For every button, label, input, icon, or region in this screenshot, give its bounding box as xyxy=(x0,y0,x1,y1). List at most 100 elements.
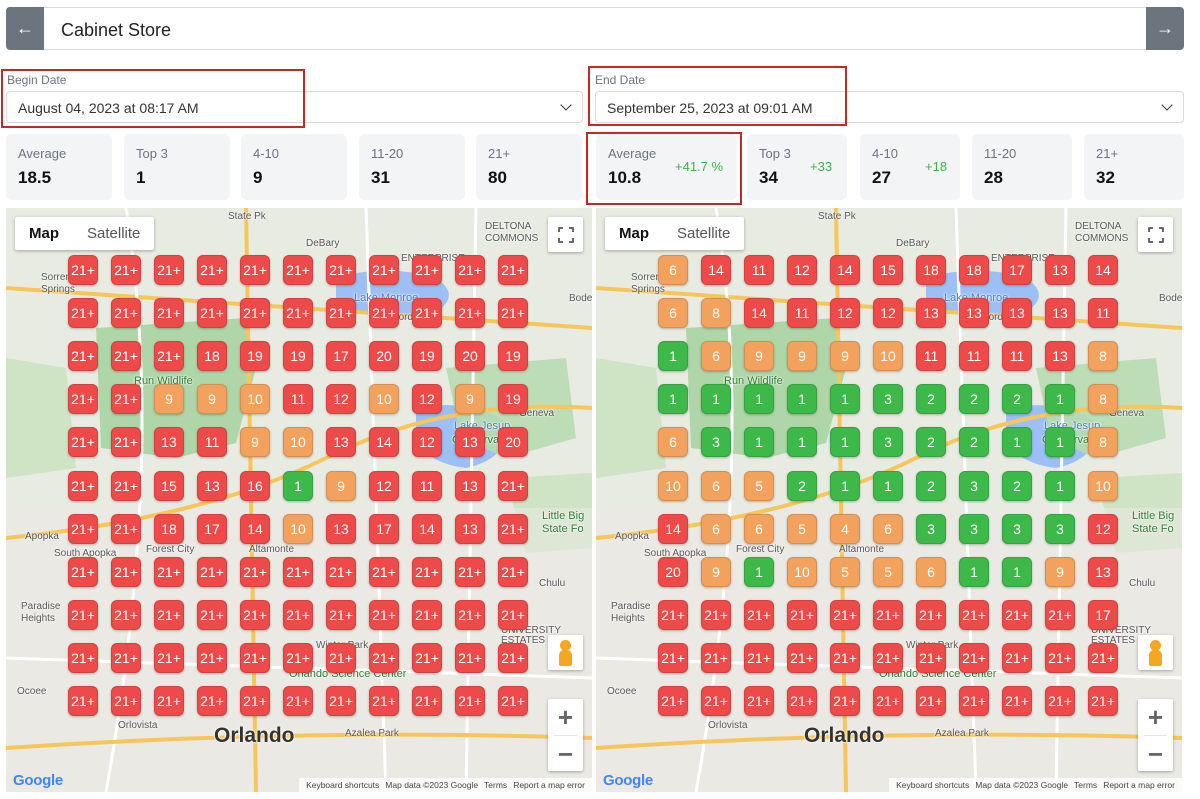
rank-badge[interactable]: 21+ xyxy=(830,686,860,716)
attribution-link[interactable]: Terms xyxy=(1074,780,1098,790)
rank-badge[interactable]: 21+ xyxy=(369,556,399,587)
rank-badge[interactable]: 21+ xyxy=(1045,599,1075,630)
rank-badge[interactable]: 6 xyxy=(701,341,731,372)
rank-badge[interactable]: 21+ xyxy=(240,599,270,630)
rank-badge[interactable]: 21+ xyxy=(240,298,270,329)
rank-badge[interactable]: 1 xyxy=(744,384,774,415)
rank-badge[interactable]: 1 xyxy=(1002,556,1032,587)
rank-badge[interactable]: 21+ xyxy=(498,599,528,630)
rank-badge[interactable]: 20 xyxy=(658,556,688,587)
rank-badge[interactable]: 12 xyxy=(326,384,356,415)
rank-badge[interactable]: 21+ xyxy=(68,686,98,716)
rank-badge[interactable]: 11 xyxy=(744,255,774,285)
rank-badge[interactable]: 12 xyxy=(830,298,860,329)
rank-badge[interactable]: 21+ xyxy=(68,599,98,630)
rank-badge[interactable]: 1 xyxy=(787,427,817,458)
fullscreen-icon[interactable] xyxy=(1138,217,1173,252)
rank-badge[interactable]: 14 xyxy=(369,427,399,458)
rank-badge[interactable]: 1 xyxy=(830,470,860,501)
rank-badge[interactable]: 21+ xyxy=(111,384,141,415)
rank-badge[interactable]: 12 xyxy=(412,427,442,458)
rank-badge[interactable]: 21+ xyxy=(412,642,442,673)
rank-badge[interactable]: 21+ xyxy=(111,599,141,630)
rank-badge[interactable]: 21+ xyxy=(412,556,442,587)
rank-badge[interactable]: 21+ xyxy=(658,686,688,716)
rank-badge[interactable]: 19 xyxy=(283,341,313,372)
rank-badge[interactable]: 21+ xyxy=(240,556,270,587)
rank-badge[interactable]: 3 xyxy=(959,513,989,544)
rank-badge[interactable]: 21+ xyxy=(369,255,399,285)
rank-badge[interactable]: 21+ xyxy=(701,686,731,716)
rank-badge[interactable]: 11 xyxy=(1088,298,1118,329)
zoom-out-button[interactable]: − xyxy=(557,738,574,769)
rank-badge[interactable]: 20 xyxy=(369,341,399,372)
rank-badge[interactable]: 8 xyxy=(1088,427,1118,458)
rank-badge[interactable]: 21+ xyxy=(326,556,356,587)
attribution-link[interactable]: Report a map error xyxy=(1103,780,1175,790)
rank-badge[interactable]: 15 xyxy=(873,255,903,285)
attribution-link[interactable]: Keyboard shortcuts xyxy=(896,780,970,790)
rank-badge[interactable]: 3 xyxy=(959,470,989,501)
rank-badge[interactable]: 1 xyxy=(830,427,860,458)
rank-badge[interactable]: 3 xyxy=(701,427,731,458)
rank-badge[interactable]: 21+ xyxy=(830,642,860,673)
rank-badge[interactable]: 17 xyxy=(1002,255,1032,285)
rank-badge[interactable]: 10 xyxy=(1088,470,1118,501)
rank-badge[interactable]: 20 xyxy=(498,427,528,458)
rank-badge[interactable]: 11 xyxy=(916,341,946,372)
rank-badge[interactable]: 21+ xyxy=(154,686,184,716)
rank-badge[interactable]: 21+ xyxy=(916,686,946,716)
rank-badge[interactable]: 1 xyxy=(1002,427,1032,458)
rank-badge[interactable]: 13 xyxy=(1002,298,1032,329)
rank-badge[interactable]: 5 xyxy=(830,556,860,587)
rank-badge[interactable]: 16 xyxy=(240,470,270,501)
rank-badge[interactable]: 21+ xyxy=(744,686,774,716)
rank-badge[interactable]: 3 xyxy=(1045,513,1075,544)
rank-badge[interactable]: 11 xyxy=(412,470,442,501)
rank-badge[interactable]: 14 xyxy=(701,255,731,285)
rank-badge[interactable]: 13 xyxy=(1045,298,1075,329)
rank-badge[interactable]: 21+ xyxy=(111,642,141,673)
rank-badge[interactable]: 1 xyxy=(1045,427,1075,458)
zoom-in-button[interactable]: + xyxy=(1147,701,1164,732)
rank-badge[interactable]: 13 xyxy=(455,470,485,501)
rank-badge[interactable]: 18 xyxy=(916,255,946,285)
rank-badge[interactable]: 10 xyxy=(283,427,313,458)
rank-badge[interactable]: 21+ xyxy=(498,686,528,716)
rank-badge[interactable]: 1 xyxy=(873,470,903,501)
rank-badge[interactable]: 8 xyxy=(1088,341,1118,372)
rank-badge[interactable]: 21+ xyxy=(1088,642,1118,673)
pegman-icon[interactable] xyxy=(548,635,583,670)
map-tab[interactable]: Map xyxy=(619,225,649,242)
rank-badge[interactable]: 21+ xyxy=(744,599,774,630)
rank-badge[interactable]: 17 xyxy=(197,513,227,544)
rank-badge[interactable]: 21+ xyxy=(455,556,485,587)
rank-badge[interactable]: 21+ xyxy=(197,642,227,673)
rank-badge[interactable]: 6 xyxy=(658,255,688,285)
rank-badge[interactable]: 6 xyxy=(658,427,688,458)
rank-badge[interactable]: 1 xyxy=(744,556,774,587)
attribution-link[interactable]: Keyboard shortcuts xyxy=(306,780,380,790)
rank-badge[interactable]: 17 xyxy=(1088,599,1118,630)
rank-badge[interactable]: 21+ xyxy=(498,298,528,329)
rank-badge[interactable]: 9 xyxy=(1045,556,1075,587)
rank-badge[interactable]: 21+ xyxy=(326,686,356,716)
rank-badge[interactable]: 21+ xyxy=(240,686,270,716)
rank-badge[interactable]: 2 xyxy=(916,384,946,415)
rank-badge[interactable]: 21+ xyxy=(111,427,141,458)
rank-badge[interactable]: 21+ xyxy=(455,686,485,716)
rank-badge[interactable]: 13 xyxy=(1088,556,1118,587)
rank-badge[interactable]: 1 xyxy=(658,384,688,415)
rank-badge[interactable]: 1 xyxy=(701,384,731,415)
rank-badge[interactable]: 21+ xyxy=(68,427,98,458)
satellite-tab[interactable]: Satellite xyxy=(677,225,731,242)
rank-badge[interactable]: 21+ xyxy=(701,642,731,673)
rank-badge[interactable]: 19 xyxy=(240,341,270,372)
rank-badge[interactable]: 21+ xyxy=(498,470,528,501)
rank-badge[interactable]: 21+ xyxy=(455,642,485,673)
rank-badge[interactable]: 2 xyxy=(916,427,946,458)
rank-badge[interactable]: 19 xyxy=(498,341,528,372)
begin-date-select[interactable]: August 04, 2023 at 08:17 AM xyxy=(6,91,583,123)
pegman-icon[interactable] xyxy=(1138,635,1173,670)
rank-badge[interactable]: 21+ xyxy=(111,686,141,716)
